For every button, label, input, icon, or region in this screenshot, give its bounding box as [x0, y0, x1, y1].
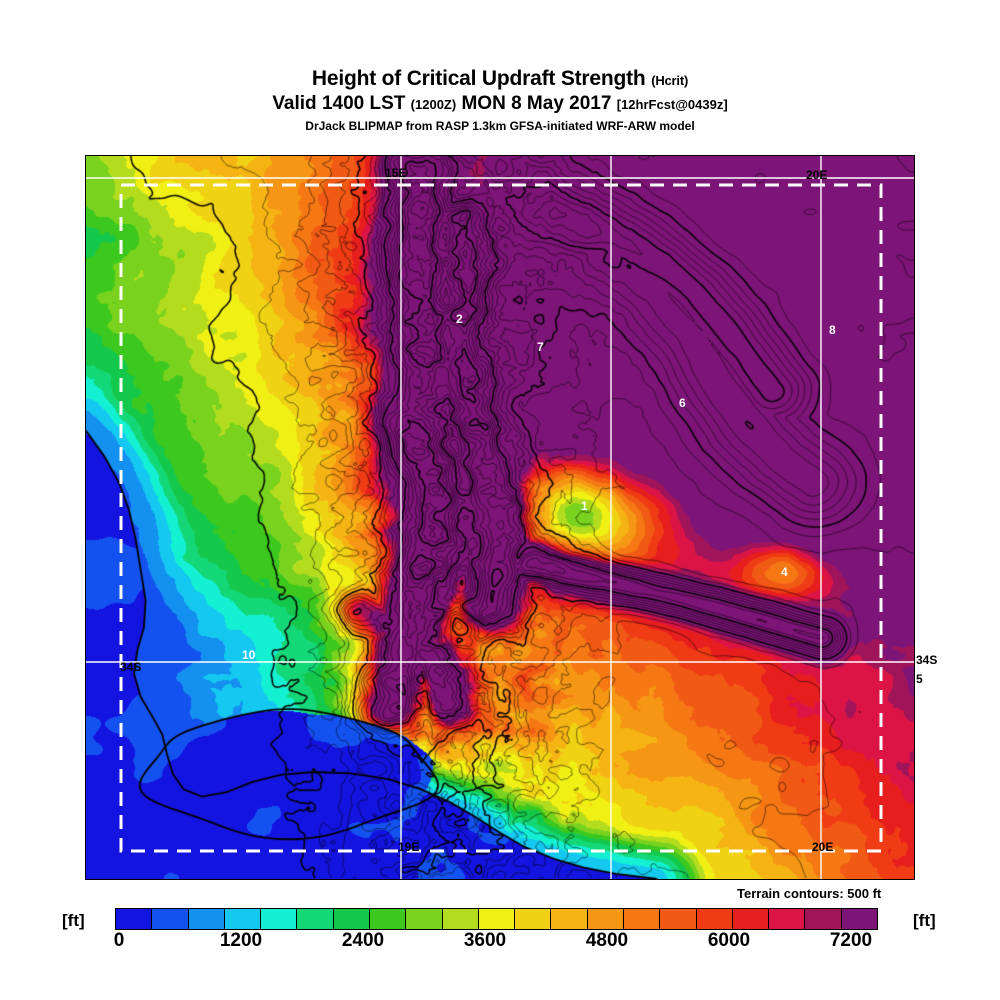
colorbar-tick-7200: 7200	[829, 930, 873, 951]
colorbar-swatch-9	[442, 909, 479, 929]
map-grid-label-20E: 20E	[812, 840, 834, 854]
map-point-label-8: 8	[829, 323, 836, 337]
title-block: Height of Critical Updraft Strength (Hcr…	[0, 68, 1000, 134]
colorbar-swatch-2	[188, 909, 225, 929]
colorbar-swatch-15	[660, 909, 697, 929]
colorbar-tick-4800: 4800	[585, 930, 629, 951]
map-point-label-4: 4	[781, 565, 788, 579]
map-grid-label-34S: 34S	[120, 660, 142, 674]
map-point-label-6: 6	[679, 396, 686, 410]
colorbar-tick-0: 0	[113, 930, 125, 951]
colorbar-tick-1200: 1200	[219, 930, 263, 951]
colorbar-swatch-8	[406, 909, 443, 929]
colorbar-tick-2400: 2400	[341, 930, 385, 951]
map-point-label-1: 1	[581, 499, 588, 513]
colorbar-swatch-11	[515, 909, 552, 929]
colorbar-unit-right: [ft]	[913, 911, 936, 930]
colorbar-swatch-19	[805, 909, 842, 929]
colorbar-swatch-0	[116, 909, 153, 929]
colorbar-unit-left: [ft]	[62, 911, 85, 930]
colorbar-swatch-17	[732, 909, 770, 929]
colorbar-swatch-13	[587, 909, 624, 929]
map-point-label-7: 7	[537, 340, 544, 354]
colorbar-swatch-16	[696, 909, 733, 929]
colorbar-swatch-1	[152, 909, 189, 929]
colorbar-swatch-10	[478, 909, 516, 929]
colorbar-swatch-4	[261, 909, 298, 929]
colorbar	[115, 908, 878, 930]
colorbar-swatch-7	[369, 909, 407, 929]
weather-map[interactable]	[85, 155, 915, 880]
colorbar-swatch-14	[623, 909, 661, 929]
colorbar-tick-3600: 3600	[463, 930, 507, 951]
map-grid-label-34S: 34S	[916, 653, 938, 667]
title-main-text: Height of Critical Updraft Strength	[311, 67, 646, 90]
map-grid-label-19E: 19E	[398, 840, 420, 854]
colorbar-swatch-5	[297, 909, 334, 929]
map-grid-label-5: 5	[916, 672, 923, 686]
colorbar-swatch-6	[333, 909, 370, 929]
map-point-label-10: 10	[242, 648, 256, 662]
page-title: Height of Critical Updraft Strength (Hcr…	[0, 68, 1000, 92]
valid-utc-text: (1200Z)	[410, 97, 457, 112]
map-grid-label-15E: 15E	[385, 166, 407, 180]
terrain-contour-note: Terrain contours: 500 ft	[737, 886, 882, 901]
colorbar-swatches	[115, 908, 878, 930]
colorbar-swatch-3	[224, 909, 262, 929]
model-source-line: DrJack BLIPMAP from RASP 1.3km GFSA-init…	[305, 119, 695, 133]
hcrit-field-raster	[86, 156, 914, 879]
colorbar-swatch-12	[551, 909, 588, 929]
title-variable-paren: (Hcrit)	[651, 73, 689, 88]
title-valid-line: Valid 1400 LST (1200Z) MON 8 May 2017 [1…	[0, 93, 1000, 116]
map-grid-label-20E: 20E	[806, 168, 828, 182]
forecast-tag: [12hrFcst@0439z]	[616, 97, 728, 112]
colorbar-swatch-18	[769, 909, 806, 929]
valid-time-text: Valid 1400 LST	[272, 93, 406, 114]
colorbar-tick-6000: 6000	[707, 930, 751, 951]
map-point-label-2: 2	[456, 312, 463, 326]
colorbar-swatch-20	[841, 909, 877, 929]
valid-date-text: MON 8 May 2017	[461, 93, 612, 114]
